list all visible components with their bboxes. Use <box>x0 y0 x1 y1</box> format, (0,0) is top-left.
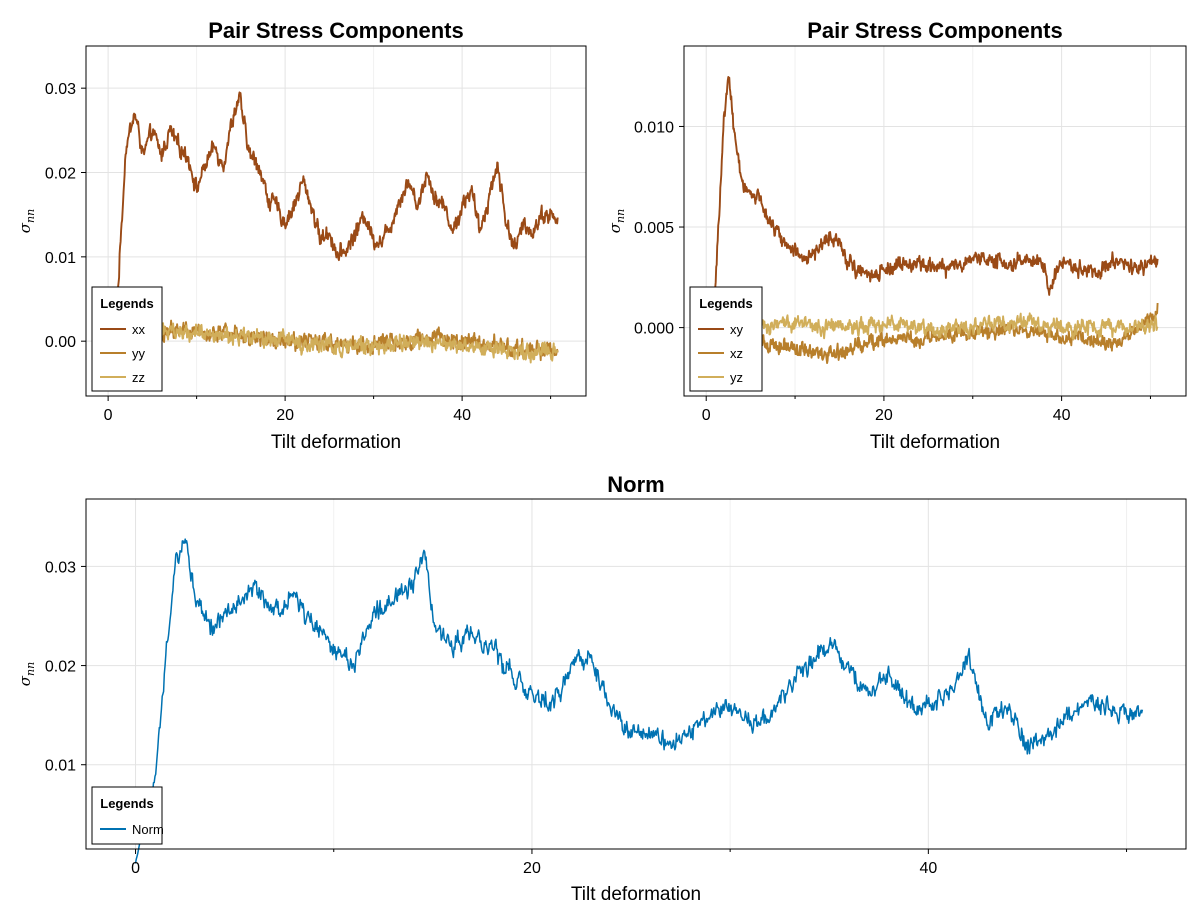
legend-title: Legends <box>699 296 752 311</box>
legend: Legends xx yy zz <box>91 286 163 392</box>
series-line-zz <box>107 318 559 364</box>
legend-title: Legends <box>100 796 153 811</box>
x-tick-label: 20 <box>875 407 893 424</box>
x-tick-label: 40 <box>453 407 471 424</box>
chart-1: 0 20 40 0.00 0.01 0.02 0.03 Pair Stress Compone… <box>16 18 587 453</box>
legend-box <box>689 286 763 392</box>
x-tick-label: 40 <box>1053 407 1071 424</box>
y-tick-label: 0.02 <box>45 659 76 676</box>
legend: Legends xy xz yz <box>689 286 763 392</box>
y-tick-label: 0.01 <box>45 250 76 267</box>
chart-2: 0 20 40 0.000 0.005 0.010 Pair Stress Componen… <box>606 18 1187 453</box>
x-tick-label: 20 <box>276 407 294 424</box>
legend-label-xx: xx <box>132 322 146 337</box>
legend-label-yz: yz <box>730 370 743 385</box>
grid <box>86 499 1186 849</box>
y-tick-label: 0.01 <box>45 758 76 775</box>
y-tick-label: 0.000 <box>634 321 674 338</box>
chart-title: Pair Stress Components <box>208 18 464 43</box>
legend-label-xy: xy <box>730 322 744 337</box>
y-tick-label: 0.005 <box>634 220 674 237</box>
series-line-xx <box>107 91 559 342</box>
x-tick-label: 0 <box>104 407 113 424</box>
x-tick-label: 20 <box>523 860 541 877</box>
legend-label-zz: zz <box>132 370 145 385</box>
series-line-yz <box>705 309 1159 341</box>
legend: Legends Norm <box>91 786 164 845</box>
y-tick-label: 0.00 <box>45 334 76 351</box>
chart-title: Pair Stress Components <box>807 18 1063 43</box>
legend-label-norm: Norm <box>132 822 164 837</box>
x-tick-label: 0 <box>131 860 140 877</box>
x-axis-label: Tilt deformation <box>271 432 401 453</box>
grid <box>86 46 586 396</box>
chart-title: Norm <box>607 472 664 497</box>
y-axis-label: σnn <box>16 662 37 686</box>
y-axis-label: σnn <box>16 209 37 233</box>
chart-3: 0 20 40 0.01 0.02 0.03 Norm Tilt deformation σnn… <box>16 472 1187 905</box>
legend-label-yy: yy <box>132 346 146 361</box>
legend-label-xz: xz <box>730 346 743 361</box>
x-axis-label: Tilt deformation <box>870 432 1000 453</box>
series-line-yy <box>107 319 559 362</box>
x-axis-label: Tilt deformation <box>571 884 701 905</box>
y-tick-label: 0.010 <box>634 119 674 136</box>
legend-title: Legends <box>100 296 153 311</box>
axes-frame <box>85 498 1187 850</box>
axes-frame <box>85 45 587 397</box>
y-axis-label: σnn <box>606 209 627 233</box>
x-tick-label: 0 <box>702 407 711 424</box>
series-line-norm <box>134 538 1144 864</box>
y-tick-label: 0.03 <box>45 559 76 576</box>
axes-frame <box>683 45 1187 397</box>
series-line-xy <box>705 76 1159 329</box>
legend-box <box>91 786 163 845</box>
y-tick-label: 0.03 <box>45 81 76 98</box>
legend-box <box>91 286 163 392</box>
y-tick-label: 0.02 <box>45 166 76 183</box>
x-tick-label: 40 <box>919 860 937 877</box>
